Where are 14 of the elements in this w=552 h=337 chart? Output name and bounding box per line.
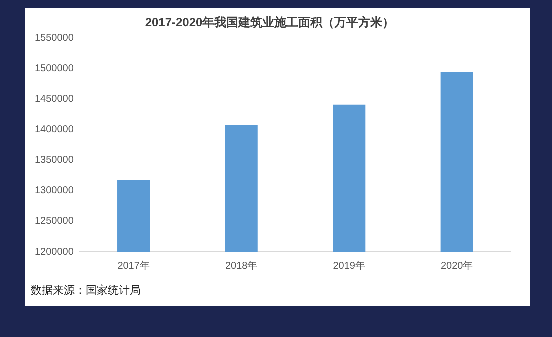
y-tick-label: 1550000 [34, 33, 74, 44]
y-tick-label: 1500000 [34, 64, 74, 75]
y-tick-label: 1200000 [34, 246, 74, 258]
y-tick-label: 1400000 [34, 124, 74, 136]
y-tick-label: 1350000 [34, 155, 74, 166]
x-tick-label: 2019年 [333, 260, 366, 272]
x-tick-label: 2020年 [440, 260, 474, 272]
chart-title: 2017-2020年我国建筑业施工面积（万平方米） [145, 16, 395, 30]
y-tick-label: 1300000 [34, 186, 74, 197]
y-tick-label: 1450000 [34, 94, 74, 106]
x-tick-label: 2017年 [118, 260, 150, 272]
source-note: 数据来源：国家统计局 [31, 283, 141, 298]
y-tick-label: 1250000 [34, 216, 74, 228]
x-tick-label: 2018年 [225, 260, 258, 272]
